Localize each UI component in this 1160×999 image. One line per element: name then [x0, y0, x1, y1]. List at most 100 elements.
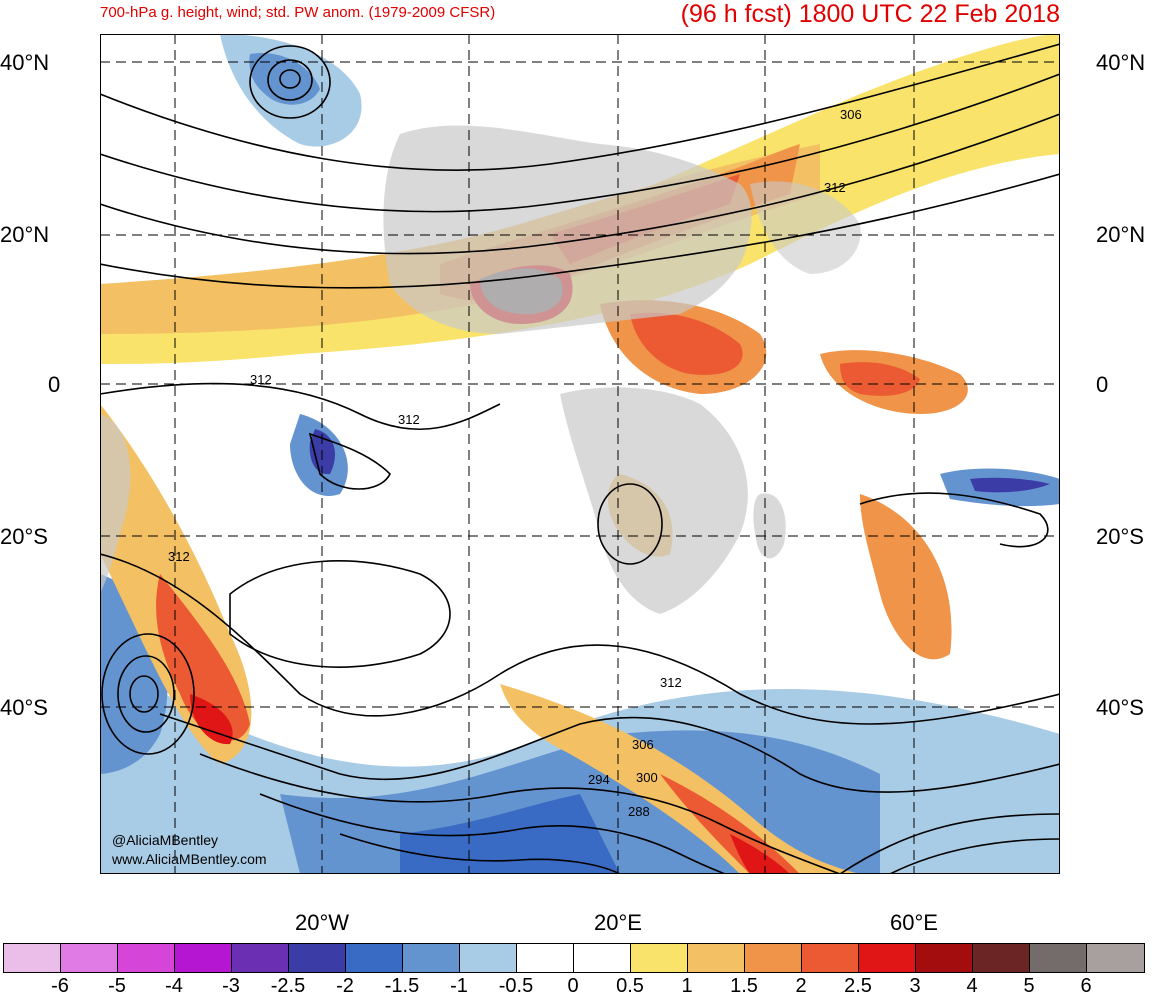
land-south-america	[100, 414, 131, 594]
land-madagascar	[753, 493, 786, 559]
colorbar-tick-label: -2.5	[270, 975, 306, 997]
lat-label-left-40s: 40°S	[0, 695, 48, 720]
colorbar-tick-label: 1.5	[730, 975, 758, 997]
contour-line	[159, 713, 1060, 793]
anomaly-east-indian-blue-core	[970, 477, 1050, 493]
contour-label: 312	[398, 412, 420, 427]
colorbar-swatch	[859, 944, 916, 972]
colorbar-swatch	[460, 944, 517, 972]
contour-label: 288	[628, 804, 650, 819]
anomaly-east-africa-core	[630, 312, 743, 375]
contour-label: 312	[660, 675, 682, 690]
colorbar-swatch	[4, 944, 61, 972]
colorbar-tick-label: -6	[51, 975, 69, 997]
lat-label-left-20n: 20°N	[0, 222, 50, 247]
anomaly-southern-blue-deep	[400, 794, 620, 874]
colorbar	[3, 943, 1145, 973]
contour-label: 294	[588, 772, 610, 787]
colorbar-tick-label: 5	[1023, 975, 1035, 997]
contour-label: 306	[632, 737, 654, 752]
anomaly-southern-jet-max	[730, 834, 790, 874]
colorbar-swatch	[1030, 944, 1087, 972]
lat-label-right-40n: 40°N	[1096, 50, 1146, 75]
colorbar-swatch	[403, 944, 460, 972]
contour-line	[259, 793, 726, 874]
colorbar-tick-label: 0	[567, 975, 579, 997]
colorbar-tick-label: 4	[966, 975, 978, 997]
lat-label-left-0: 0	[48, 372, 61, 397]
colorbar-tick-label: -4	[165, 975, 183, 997]
contour-line	[889, 838, 1060, 874]
colorbar-tick-label: -5	[108, 975, 126, 997]
contour-label: 312	[168, 549, 190, 564]
map-frame	[100, 34, 1060, 874]
lat-label-left-40n: 40°N	[0, 50, 50, 75]
contour-line	[339, 833, 621, 874]
contour-line	[199, 753, 841, 874]
land-arabia	[750, 181, 861, 274]
lon-label-20e: 20°E	[594, 910, 642, 935]
colorbar-swatch	[346, 944, 403, 972]
anomaly-southern-indian-warm	[860, 494, 952, 660]
contour-line	[100, 553, 1060, 725]
low-contour-north-atlantic-core	[279, 69, 301, 89]
contour-line	[100, 43, 1060, 171]
colorbar-swatch	[1087, 944, 1144, 972]
contour-label: 312	[824, 180, 846, 195]
contour-labels: 306 312 312 312 312 312 306 300 294 288	[168, 107, 862, 819]
colorbar-swatch	[289, 944, 346, 972]
lat-lon-grid	[100, 34, 1060, 874]
colorbar-swatch	[688, 944, 745, 972]
anomaly-sw-atlantic-core	[156, 574, 250, 741]
credit-website: www.AliciaMBentley.com	[112, 851, 267, 867]
lat-label-right-40s: 40°S	[1096, 695, 1144, 720]
contour-line	[100, 173, 1060, 289]
colorbar-tick-label: 0.5	[616, 975, 644, 997]
height-contours	[100, 43, 1060, 874]
lat-label-right-20n: 20°N	[1096, 222, 1146, 247]
colorbar-tick-label: 2	[795, 975, 807, 997]
colorbar-swatch	[973, 944, 1030, 972]
colorbar-tick-label: 3	[909, 975, 921, 997]
contour-line	[229, 560, 451, 668]
contour-label: 300	[636, 770, 658, 785]
anomaly-indian-ocean-core	[840, 362, 920, 396]
colorbar-tick-label: 6	[1080, 975, 1092, 997]
land-south-africa	[560, 387, 748, 614]
low-contour-south-atlantic-core	[129, 675, 159, 713]
lat-label-right-0: 0	[1096, 372, 1109, 397]
colorbar-swatch	[517, 944, 574, 972]
low-contour-south-atlantic	[101, 633, 195, 755]
anomaly-north-atlantic-purple	[249, 53, 320, 105]
colorbar-tick-label: -3	[222, 975, 240, 997]
contour-label: 306	[840, 107, 862, 122]
colorbar-swatch	[916, 944, 973, 972]
map-title-right: (96 h fcst) 1800 UTC 22 Feb 2018	[680, 0, 1060, 28]
low-contour-south-atlantic-inner	[117, 655, 175, 733]
high-contour-southern-africa	[597, 483, 663, 565]
colorbar-tick-label: -0.5	[498, 975, 534, 997]
colorbar-tick-label: -1	[450, 975, 468, 997]
colorbar-tick-label: 2.5	[844, 975, 872, 997]
lon-label-60e: 60°E	[890, 910, 938, 935]
colorbar-swatch	[232, 944, 289, 972]
colorbar-swatch	[802, 944, 859, 972]
weather-map: 306 312 312 312 312 312 306 300 294 288	[100, 34, 1060, 874]
anomaly-southern-jet-core	[660, 774, 800, 874]
colorbar-swatch	[175, 944, 232, 972]
contour-line	[100, 382, 501, 431]
lon-label-20w: 20°W	[294, 910, 350, 935]
contour-line	[100, 73, 1060, 213]
colorbar-swatch	[745, 944, 802, 972]
credit-twitter-handle: @AliciaMBentley	[112, 832, 219, 848]
map-title-left: 700-hPa g. height, wind; std. PW anom. (…	[100, 4, 496, 21]
lat-label-right-20s: 20°S	[1096, 524, 1144, 549]
colorbar-tick-label: -2	[336, 975, 354, 997]
lat-label-left-20s: 20°S	[0, 524, 48, 549]
contour-line	[839, 813, 1060, 874]
low-contour-north-atlantic	[249, 45, 331, 119]
contour-label: 312	[250, 372, 272, 387]
anomaly-southern-jet-warm	[500, 684, 860, 874]
low-contour-north-atlantic-inner	[267, 59, 313, 101]
colorbar-swatch	[631, 944, 688, 972]
